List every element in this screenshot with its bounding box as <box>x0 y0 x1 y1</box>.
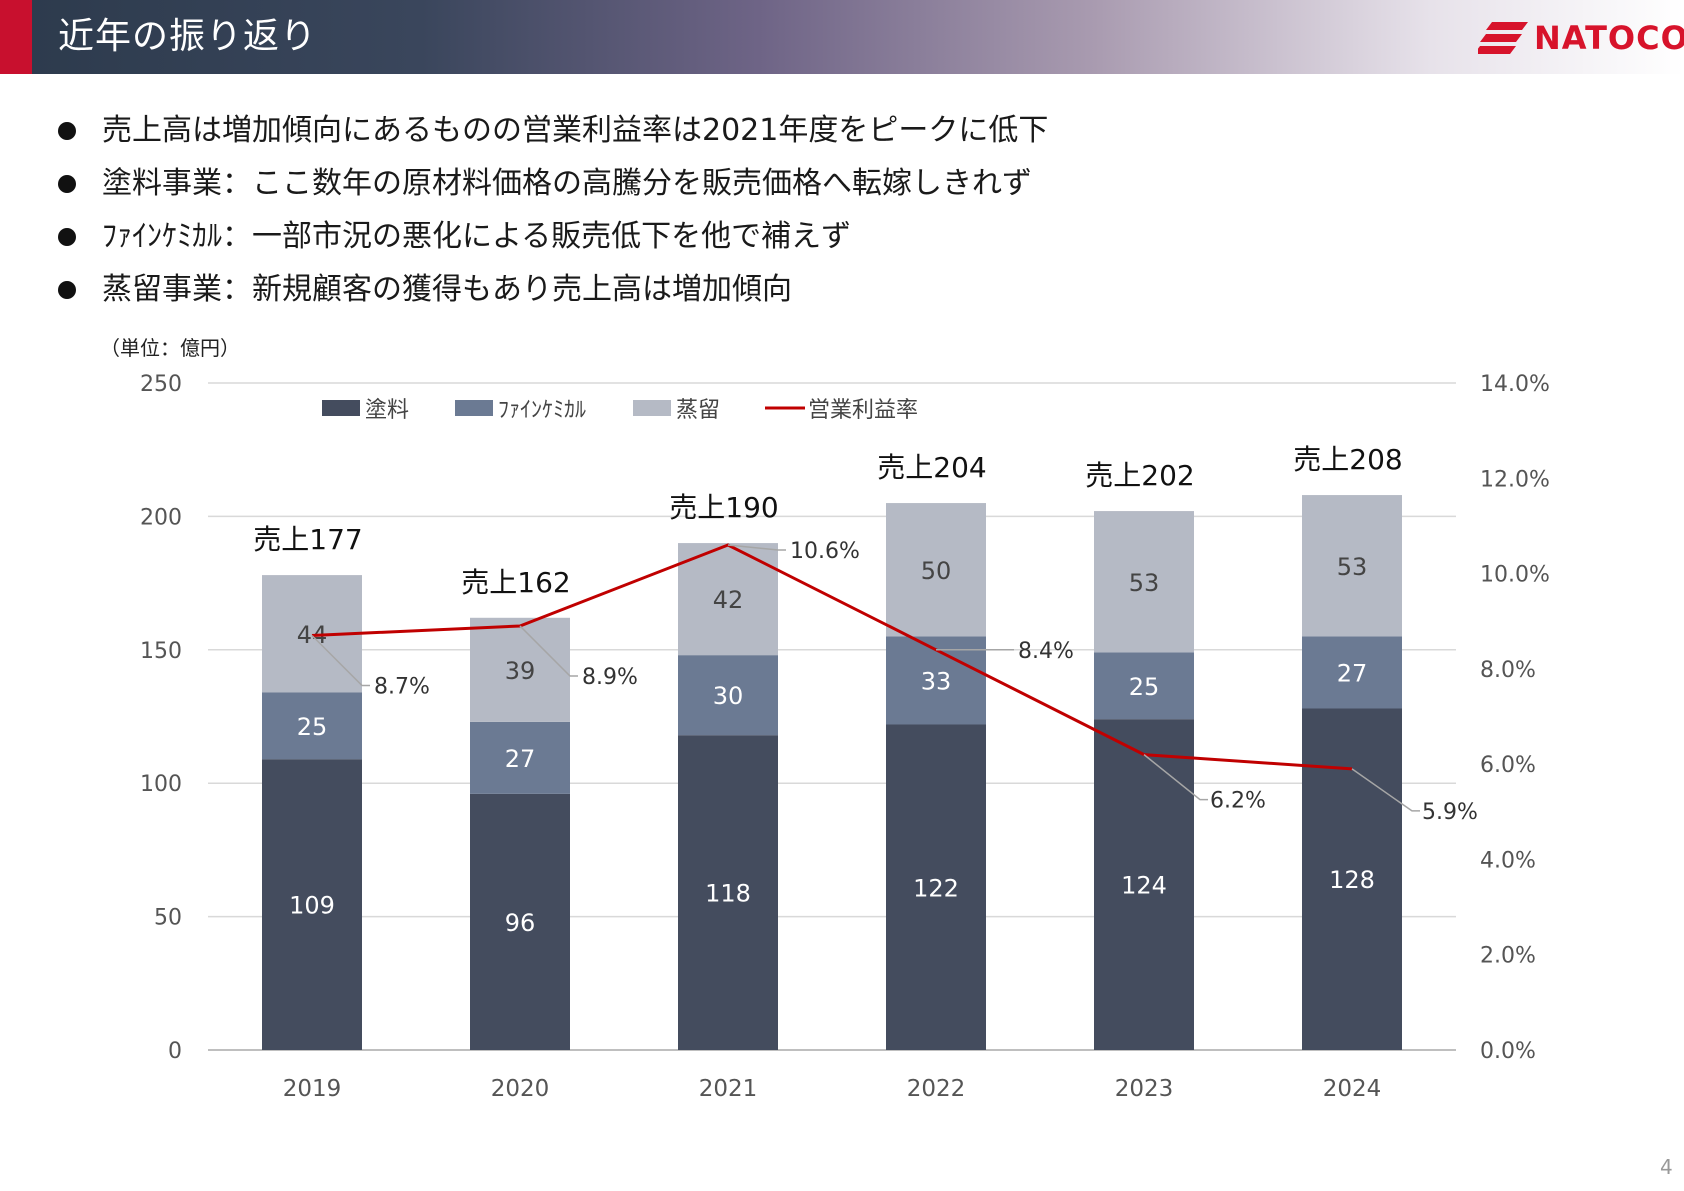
bar-value-label: 27 <box>505 745 536 773</box>
y-left-tick-label: 50 <box>154 906 182 931</box>
bar-total-label: 売上204 <box>877 451 986 484</box>
bullet-dot <box>58 281 76 299</box>
header-bar: 近年の振り返り NATOCO <box>0 0 1684 74</box>
y-right-tick-label: 4.0% <box>1480 848 1536 873</box>
bullet-item: 塗料事業：ここ数年の原材料価格の高騰分を販売価格へ転嫁しきれず <box>56 157 1048 210</box>
bullet-item: 蒸留事業：新規顧客の獲得もあり売上高は増加傾向 <box>56 263 1048 316</box>
bullet-text: 蒸留事業：新規顧客の獲得もあり売上高は増加傾向 <box>102 272 792 307</box>
logo-text: NATOCO <box>1534 19 1684 57</box>
bullet-dot <box>58 228 76 246</box>
header-accent <box>0 0 32 74</box>
bar-value-label: 30 <box>713 682 744 710</box>
bar-value-label: 33 <box>921 667 952 695</box>
y-left-tick-label: 250 <box>140 372 182 397</box>
bar-value-label: 25 <box>1129 673 1160 701</box>
bar-value-label: 27 <box>1337 659 1368 687</box>
bar-value-label: 53 <box>1337 553 1368 581</box>
bar-segment <box>470 721 570 794</box>
bullet-text: 塗料事業：ここ数年の原材料価格の高騰分を販売価格へ転嫁しきれず <box>102 166 1032 201</box>
bar-value-label: 128 <box>1329 866 1375 894</box>
bar-value-label: 53 <box>1129 569 1160 597</box>
y-right-tick-label: 0.0% <box>1480 1039 1536 1064</box>
y-left-tick-label: 200 <box>140 505 182 530</box>
unit-label: （単位：億円） <box>100 336 240 360</box>
bar-value-label: 96 <box>505 909 536 937</box>
bar-total-label: 売上190 <box>669 491 778 524</box>
profit-rate-label: 6.2% <box>1210 789 1266 814</box>
bar-value-label: 124 <box>1121 872 1167 900</box>
bar-value-label: 118 <box>705 880 751 908</box>
bar-segment <box>470 793 570 1050</box>
bar-total-label: 売上202 <box>1085 459 1194 492</box>
bar-total-label: 売上177 <box>253 523 362 556</box>
bar-segment <box>886 724 986 1050</box>
bar-segment <box>678 735 778 1050</box>
x-tick-label: 2022 <box>907 1076 966 1102</box>
bullet-item: 売上高は増加傾向にあるものの営業利益率は2021年度をピークに低下 <box>56 104 1048 157</box>
leader-line <box>1351 768 1420 812</box>
bar-value-label: 50 <box>921 557 952 585</box>
bar-segment <box>1094 511 1194 653</box>
leader-line <box>519 625 578 677</box>
page-number: 4 <box>1660 1155 1673 1179</box>
bar-total-label: 売上162 <box>461 566 570 599</box>
bullet-text: ﾌｧｲﾝｹﾐｶﾙ：一部市況の悪化による販売低下を他で補えず <box>102 219 852 254</box>
bar-value-label: 42 <box>713 586 744 614</box>
bar-value-label: 122 <box>913 874 959 902</box>
profit-rate-label: 8.9% <box>582 665 638 690</box>
bar-segment <box>1094 719 1194 1050</box>
leader-line <box>1143 754 1208 801</box>
y-right-tick-label: 6.0% <box>1480 753 1536 778</box>
x-tick-label: 2019 <box>283 1076 342 1102</box>
y-right-tick-label: 14.0% <box>1480 372 1550 397</box>
summary-bullets: 売上高は増加傾向にあるものの営業利益率は2021年度をピークに低下 塗料事業：こ… <box>56 104 1048 316</box>
y-right-tick-label: 10.0% <box>1480 563 1550 588</box>
bullet-dot <box>58 175 76 193</box>
profit-rate-label: 8.4% <box>1018 639 1074 664</box>
x-tick-label: 2024 <box>1323 1076 1382 1102</box>
bar-segment <box>1302 636 1402 709</box>
bar-value-label: 39 <box>505 657 536 685</box>
profit-rate-label: 8.7% <box>374 675 430 700</box>
bullet-text: 売上高は増加傾向にあるものの営業利益率は2021年度をピークに低下 <box>102 113 1049 148</box>
bar-value-label: 25 <box>297 713 328 741</box>
profit-rate-line <box>311 543 1353 771</box>
logo: NATOCO <box>1478 20 1684 56</box>
y-right-tick-label: 12.0% <box>1480 467 1550 492</box>
bar-segment <box>470 617 570 722</box>
legend-label: 営業利益率 <box>808 398 918 423</box>
page-title: 近年の振り返り <box>58 16 318 57</box>
profit-rate-label: 5.9% <box>1422 800 1478 825</box>
bar-segment <box>1094 652 1194 720</box>
y-left-tick-label: 0 <box>168 1039 182 1064</box>
legend-label: ﾌｧｲﾝｹﾐｶﾙ <box>498 398 586 423</box>
y-right-tick-label: 8.0% <box>1480 658 1536 683</box>
bar-value-label: 109 <box>289 892 335 920</box>
bullet-item: ﾌｧｲﾝｹﾐｶﾙ：一部市況の悪化による販売低下を他で補えず <box>56 210 1048 263</box>
leader-line <box>727 544 786 551</box>
x-tick-label: 2023 <box>1115 1076 1174 1102</box>
bar-segment <box>1302 495 1402 637</box>
leader-line <box>311 634 370 687</box>
bar-segment <box>678 655 778 736</box>
y-left-tick-label: 150 <box>140 639 182 664</box>
legend-swatch <box>322 400 360 416</box>
bar-segment <box>886 503 986 637</box>
profit-rate-label: 10.6% <box>790 539 860 564</box>
legend-swatch <box>633 400 671 416</box>
y-right-tick-label: 2.0% <box>1480 944 1536 969</box>
y-left-tick-label: 100 <box>140 772 182 797</box>
bar-segment <box>262 692 362 760</box>
legend-label: 蒸留 <box>676 398 720 423</box>
x-tick-label: 2020 <box>491 1076 550 1102</box>
bullet-dot <box>58 122 76 140</box>
legend-label: 塗料 <box>365 398 409 423</box>
natoco-stripes-icon <box>1478 22 1528 54</box>
bar-segment <box>262 759 362 1050</box>
bar-total-label: 売上208 <box>1293 443 1402 476</box>
x-tick-label: 2021 <box>699 1076 758 1102</box>
legend-swatch <box>455 400 493 416</box>
